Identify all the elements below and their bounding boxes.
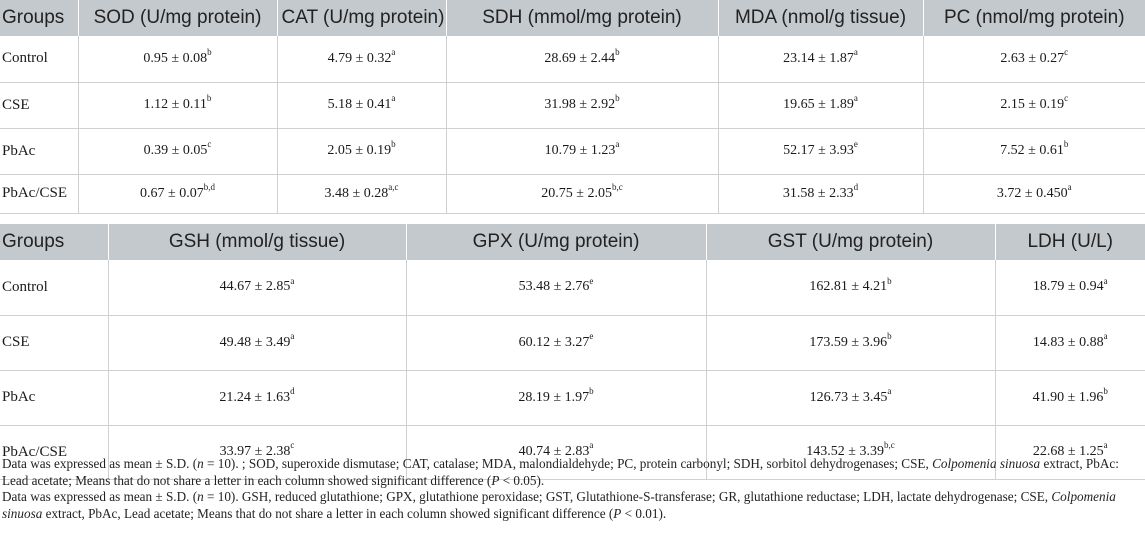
table-header-row: Groups SOD (U/mg protein) CAT (U/mg prot… (0, 0, 1145, 36)
group-label: CSE (0, 82, 78, 129)
column-header: Groups (0, 224, 108, 260)
table-cell: 20.75 ± 2.05b,c (445, 174, 718, 214)
table-cell: 44.67 ± 2.85a (107, 260, 406, 316)
table-cell: 2.63 ± 0.27c (922, 36, 1145, 83)
table-row: Control 44.67 ± 2.85a 53.48 ± 2.76e 162.… (0, 260, 1145, 316)
table-row: PbAc 0.39 ± 0.05c 2.05 ± 0.19b 10.79 ± 1… (0, 128, 1145, 175)
table-cell: 41.90 ± 1.96b (994, 370, 1145, 426)
table-cell: 4.79 ± 0.32a (276, 36, 446, 83)
column-header: GST (U/mg protein) (705, 224, 995, 260)
group-label: PbAc/CSE (0, 174, 78, 214)
table-header-row: Groups GSH (mmol/g tissue) GPX (U/mg pro… (0, 224, 1145, 260)
table-cell: 31.58 ± 2.33d (717, 174, 923, 214)
table-cell: 28.19 ± 1.97b (405, 370, 706, 426)
table-cell: 18.79 ± 0.94a (994, 260, 1145, 316)
table-cell: 10.79 ± 1.23a (445, 128, 718, 175)
table-row: PbAc/CSE 33.97 ± 2.38c 40.74 ± 2.83a 143… (0, 425, 1145, 480)
table-cell: 14.83 ± 0.88a (994, 315, 1145, 371)
oxidative-stress-table: Groups SOD (U/mg protein) CAT (U/mg prot… (0, 0, 1145, 214)
table-row: PbAc/CSE 0.67 ± 0.07b,d 3.48 ± 0.28a,c 2… (0, 174, 1145, 214)
group-label: Control (0, 260, 108, 316)
group-label: PbAc (0, 128, 78, 175)
column-header: CAT (U/mg protein) (276, 0, 446, 36)
table-cell: 173.59 ± 3.96b (705, 315, 995, 371)
antioxidant-enzyme-table: Groups GSH (mmol/g tissue) GPX (U/mg pro… (0, 224, 1145, 480)
table-cell: 0.95 ± 0.08b (77, 36, 277, 83)
table-cell: 19.65 ± 1.89a (717, 82, 923, 129)
group-label: Control (0, 36, 78, 83)
table-cell: 143.52 ± 3.39b,c (705, 425, 995, 480)
table-cell: 49.48 ± 3.49a (107, 315, 406, 371)
table-cell: 33.97 ± 2.38c (107, 425, 406, 480)
table-cell: 3.72 ± 0.450a (922, 174, 1145, 214)
group-label: PbAc/CSE (0, 425, 108, 480)
column-header: GPX (U/mg protein) (405, 224, 706, 260)
column-header: GSH (mmol/g tissue) (107, 224, 406, 260)
table-cell: 21.24 ± 1.63d (107, 370, 406, 426)
table-cell: 23.14 ± 1.87a (717, 36, 923, 83)
table-row: CSE 1.12 ± 0.11b 5.18 ± 0.41a 31.98 ± 2.… (0, 82, 1145, 129)
table-cell: 31.98 ± 2.92b (445, 82, 718, 129)
table-cell: 28.69 ± 2.44b (445, 36, 718, 83)
table-row: CSE 49.48 ± 3.49a 60.12 ± 3.27e 173.59 ±… (0, 315, 1145, 371)
table-cell: 2.15 ± 0.19c (922, 82, 1145, 129)
table-row: PbAc 21.24 ± 1.63d 28.19 ± 1.97b 126.73 … (0, 370, 1145, 426)
column-header: SDH (mmol/mg protein) (445, 0, 718, 36)
table-cell: 60.12 ± 3.27e (405, 315, 706, 371)
table-cell: 0.39 ± 0.05c (77, 128, 277, 175)
column-header: SOD (U/mg protein) (77, 0, 277, 36)
column-header: LDH (U/L) (994, 224, 1145, 260)
column-header: Groups (0, 0, 78, 36)
table-cell: 7.52 ± 0.61b (922, 128, 1145, 175)
table-cell: 52.17 ± 3.93e (717, 128, 923, 175)
table-footnotes: Data was expressed as mean ± S.D. (n = 1… (2, 456, 1142, 522)
table-cell: 2.05 ± 0.19b (276, 128, 446, 175)
table-cell: 1.12 ± 0.11b (77, 82, 277, 129)
column-header: MDA (nmol/g tissue) (717, 0, 923, 36)
column-header: PC (nmol/mg protein) (922, 0, 1145, 36)
table-cell: 53.48 ± 2.76e (405, 260, 706, 316)
group-label: CSE (0, 315, 108, 371)
footnote: Data was expressed as mean ± S.D. (n = 1… (2, 456, 1119, 488)
footnote: Data was expressed as mean ± S.D. (n = 1… (2, 489, 1116, 521)
table-cell: 22.68 ± 1.25a (994, 425, 1145, 480)
group-label: PbAc (0, 370, 108, 426)
table-cell: 162.81 ± 4.21b (705, 260, 995, 316)
table-cell: 3.48 ± 0.28a,c (276, 174, 446, 214)
table-cell: 0.67 ± 0.07b,d (77, 174, 277, 214)
table-cell: 40.74 ± 2.83a (405, 425, 706, 480)
table-cell: 5.18 ± 0.41a (276, 82, 446, 129)
table-cell: 126.73 ± 3.45a (705, 370, 995, 426)
table-row: Control 0.95 ± 0.08b 4.79 ± 0.32a 28.69 … (0, 36, 1145, 83)
